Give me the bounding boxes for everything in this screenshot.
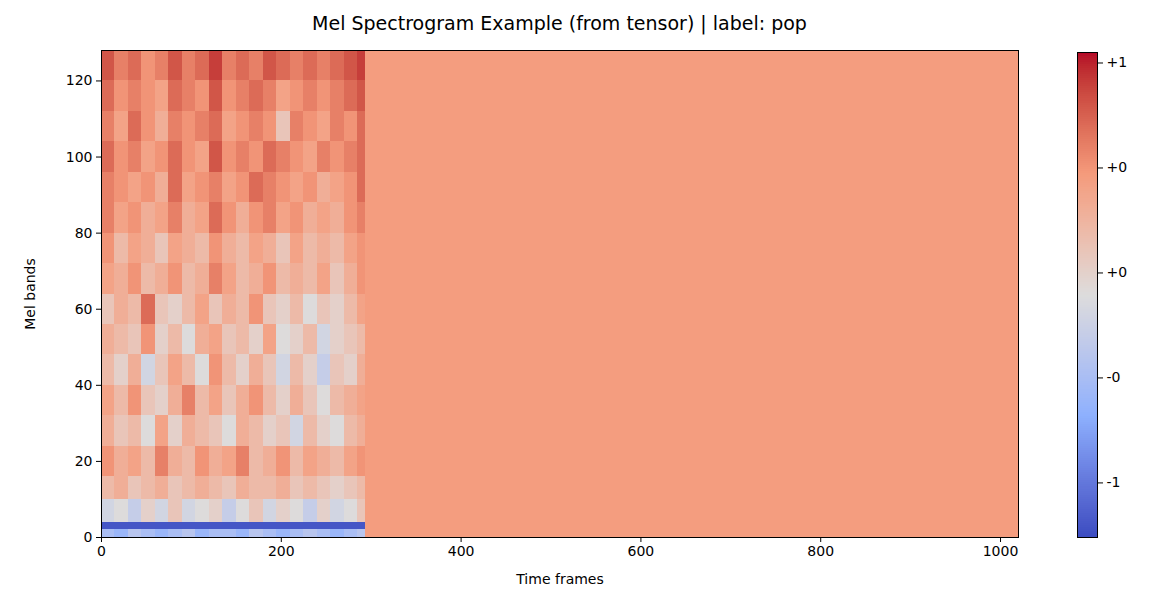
svg-text:40: 40 [75, 377, 93, 393]
svg-text:+0: +0 [1107, 159, 1128, 175]
svg-text:+1: +1 [1107, 54, 1128, 70]
svg-text:200: 200 [268, 543, 295, 559]
svg-text:80: 80 [75, 225, 93, 241]
svg-text:-0: -0 [1107, 369, 1121, 385]
html-text:Mel Spectrogram Example (from: Mel Spectrogram Example (from tensor) | … [312, 12, 807, 34]
svg-text:800: 800 [807, 543, 834, 559]
svg-text:-1: -1 [1107, 474, 1121, 490]
svg-text:0: 0 [97, 543, 106, 559]
svg-text:20: 20 [75, 453, 93, 469]
svg-text:+0: +0 [1107, 264, 1128, 280]
svg-text:60: 60 [75, 301, 93, 317]
svg-text:400: 400 [448, 543, 475, 559]
svg-text:Mel bands: Mel bands [22, 258, 38, 330]
svg-text:600: 600 [628, 543, 655, 559]
svg-text:0: 0 [84, 529, 93, 545]
svg-text:100: 100 [66, 149, 93, 165]
svg-text:120: 120 [66, 72, 93, 88]
svg-text:Time frames: Time frames [515, 571, 604, 587]
svg-text:1000: 1000 [983, 543, 1019, 559]
